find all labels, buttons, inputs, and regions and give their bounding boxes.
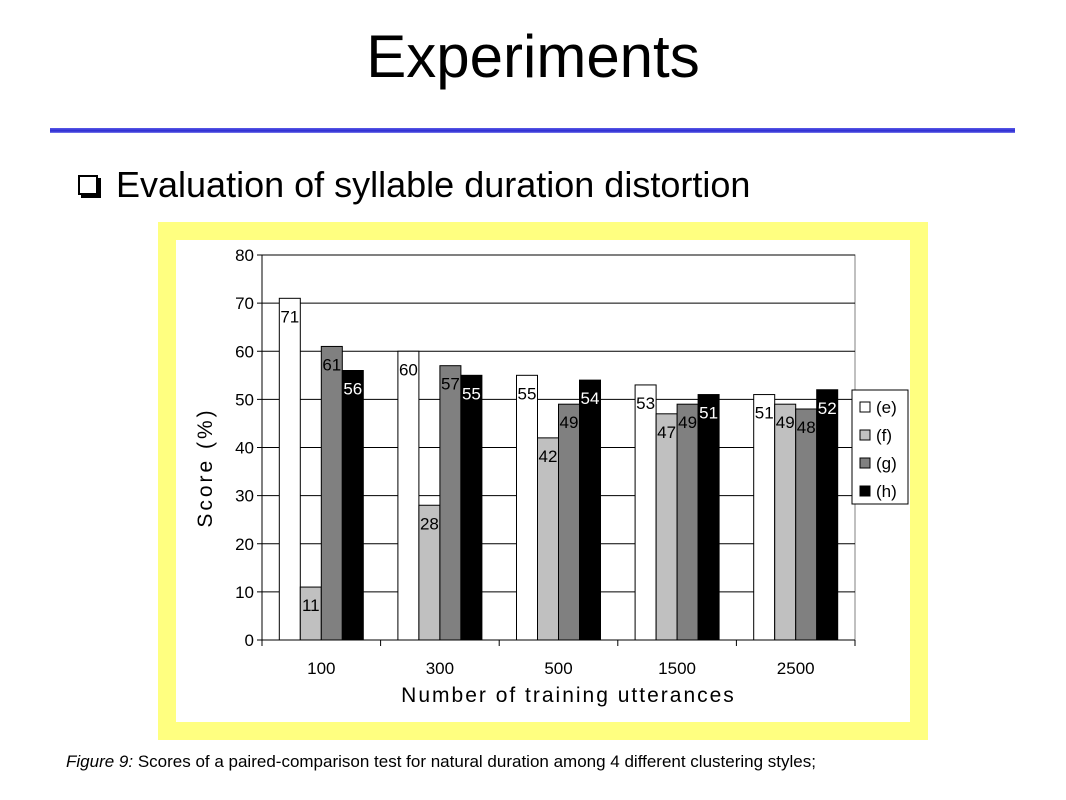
caption-label: Figure 9: (66, 752, 134, 771)
legend-label: (e) (876, 398, 897, 417)
legend-swatch (859, 485, 871, 497)
x-tick-label: 300 (426, 659, 454, 678)
legend-swatch (859, 429, 871, 441)
data-label: 61 (322, 355, 341, 374)
data-label: 54 (581, 389, 600, 408)
bullet-text: Evaluation of syllable duration distorti… (116, 164, 751, 205)
bar-e-500 (516, 374, 538, 641)
y-tick-label: 20 (235, 535, 254, 554)
bar-g-2500 (795, 408, 818, 641)
bar-e-100 (278, 297, 301, 641)
bar-e-1500 (634, 384, 657, 641)
bar-g-100 (320, 345, 343, 641)
bar-h-300 (460, 374, 483, 641)
y-tick-label: 50 (235, 390, 254, 409)
figure-caption: Figure 9: Scores of a paired-comparison … (66, 752, 816, 772)
bar-h-2500 (816, 389, 839, 641)
y-tick-label: 10 (235, 583, 254, 602)
data-label: 42 (539, 447, 558, 466)
bar-f-1500 (655, 413, 678, 641)
data-label: 11 (302, 596, 320, 615)
bar-chart: 0102030405060708010071116156300602857555… (194, 246, 909, 707)
bullet-square-icon (78, 175, 98, 195)
data-label: 55 (462, 384, 481, 403)
data-label: 71 (280, 307, 299, 326)
y-tick-label: 0 (245, 631, 254, 650)
bar-e-2500 (753, 394, 776, 641)
y-tick-label: 30 (235, 487, 254, 506)
legend-swatch (859, 457, 871, 469)
data-label: 57 (441, 375, 460, 394)
bar-f-500 (537, 437, 559, 641)
data-label: 47 (657, 423, 676, 442)
y-tick-label: 40 (235, 439, 254, 458)
data-label: 53 (636, 394, 655, 413)
x-tick-label: 500 (544, 659, 572, 678)
data-label: 60 (399, 360, 418, 379)
y-tick-label: 60 (235, 342, 254, 361)
data-label: 51 (755, 404, 774, 423)
data-label: 55 (518, 384, 537, 403)
x-tick-label: 2500 (777, 659, 815, 678)
bar-h-1500 (697, 394, 720, 641)
legend-swatch (859, 401, 871, 413)
bar-g-300 (439, 365, 462, 641)
bar-e-300 (397, 350, 420, 641)
bullet-item: Evaluation of syllable duration distorti… (78, 160, 750, 210)
data-label: 56 (343, 380, 362, 399)
x-tick-label: 1500 (658, 659, 696, 678)
data-label: 51 (699, 404, 718, 423)
bar-g-1500 (676, 403, 699, 641)
legend-label: (h) (876, 482, 897, 501)
data-label: 48 (797, 418, 816, 437)
data-label: 49 (560, 413, 579, 432)
bar-h-100 (341, 370, 364, 641)
bar-f-2500 (774, 403, 797, 641)
title-divider (50, 128, 1015, 133)
y-axis-title: Score (%) (194, 407, 217, 527)
bar-g-500 (558, 403, 580, 641)
data-label: 28 (420, 514, 439, 533)
data-label: 49 (776, 413, 795, 432)
data-label: 52 (818, 399, 837, 418)
y-tick-label: 80 (235, 246, 254, 265)
x-tick-label: 100 (307, 659, 335, 678)
x-axis-title: Number of training utterances (401, 684, 736, 707)
caption-text: Scores of a paired-comparison test for n… (133, 752, 816, 771)
legend-label: (f) (876, 426, 892, 445)
y-tick-label: 70 (235, 294, 254, 313)
bar-h-500 (579, 379, 601, 641)
chart-frame: 0 10 20 30 40 50 60 70 80 100 71 11 61 56 300 60 28 57 55 5… (158, 222, 928, 740)
data-label: 49 (678, 413, 697, 432)
slide-title: Experiments (366, 23, 700, 90)
legend-label: (g) (876, 454, 897, 473)
chart-area: 0 10 20 30 40 50 60 70 80 100 71 11 61 56 300 60 28 57 55 5… (176, 240, 910, 722)
